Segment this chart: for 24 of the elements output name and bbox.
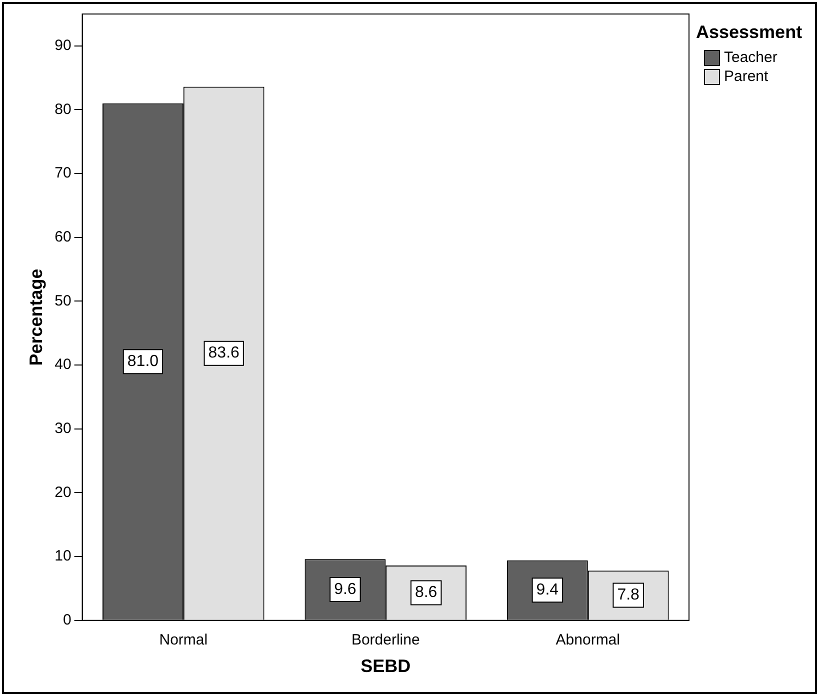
y-tick-label: 40 bbox=[54, 356, 72, 374]
y-tick-label: 60 bbox=[54, 228, 72, 246]
data-label: 9.6 bbox=[334, 580, 356, 598]
y-tick-label: 10 bbox=[54, 548, 72, 565]
legend-title: Assessment bbox=[696, 22, 802, 43]
data-label: 83.6 bbox=[208, 344, 240, 362]
data-label: 8.6 bbox=[414, 584, 438, 602]
y-tick-label: 80 bbox=[54, 100, 72, 118]
legend-label: Teacher bbox=[724, 49, 778, 66]
data-label: 81.0 bbox=[127, 353, 159, 370]
y-tick-label: 50 bbox=[54, 292, 72, 310]
x-axis-title: SEBD bbox=[360, 656, 411, 676]
data-label: 9.4 bbox=[536, 582, 559, 599]
legend-label: Parent bbox=[724, 68, 768, 85]
data-label: 7.8 bbox=[617, 586, 640, 604]
y-tick-label: 90 bbox=[54, 37, 72, 54]
y-tick-label: 30 bbox=[54, 420, 72, 438]
y-tick-label: 70 bbox=[54, 164, 72, 182]
y-tick-label: 0 bbox=[62, 612, 72, 629]
y-axis-title: Percentage bbox=[26, 268, 46, 366]
x-tick-label: Borderline bbox=[351, 632, 420, 649]
x-tick-label: Normal bbox=[159, 632, 208, 649]
y-tick-label: 20 bbox=[54, 484, 72, 501]
x-tick-label: Abnormal bbox=[556, 632, 620, 649]
